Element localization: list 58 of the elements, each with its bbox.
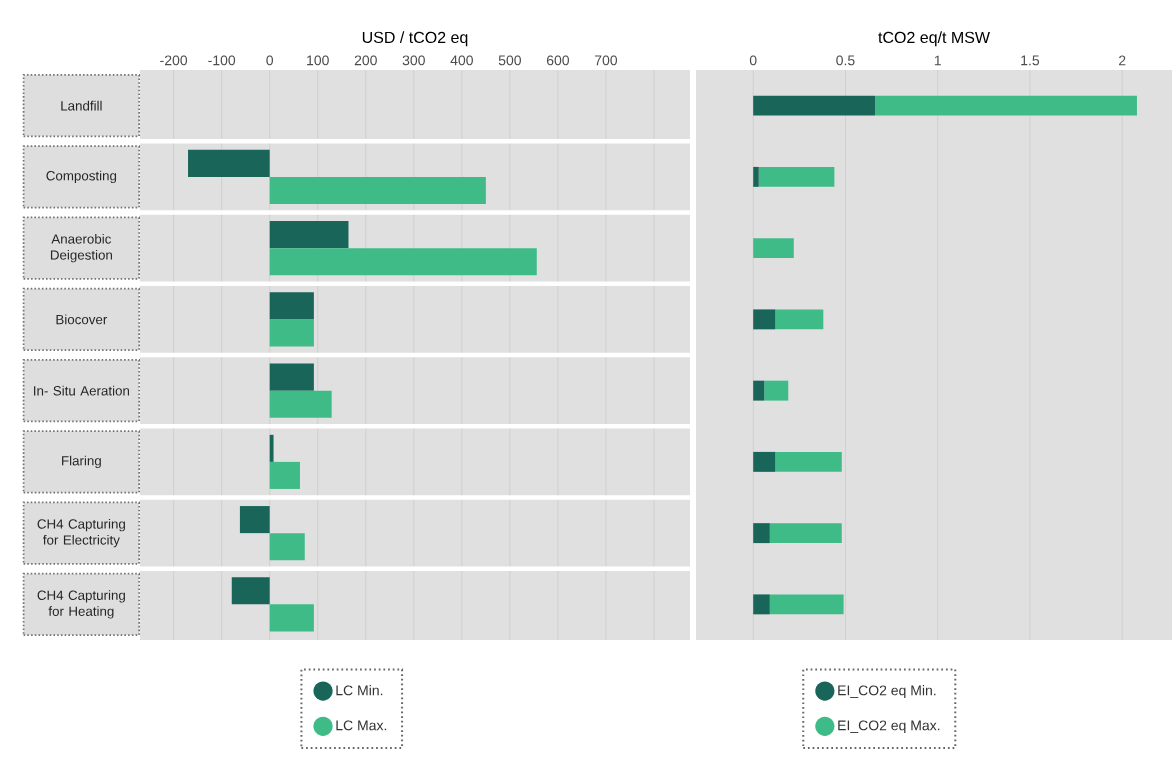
y-tick-label: CH4 Capturing for Heating	[37, 590, 125, 619]
x-axis-title: USD / tCO2 eq	[362, 31, 468, 47]
y-tick-label: Anaerobic Deigestion	[50, 233, 112, 263]
bar	[269, 533, 305, 561]
x-tick-label: 400	[450, 55, 473, 66]
bar	[775, 309, 824, 330]
bar	[269, 363, 314, 391]
bar	[769, 523, 842, 544]
bar	[269, 434, 274, 462]
x-tick-label: 300	[402, 55, 425, 66]
x-tick-label: 1	[934, 55, 941, 66]
bar	[188, 149, 270, 177]
bar	[758, 166, 835, 187]
bar	[269, 292, 314, 320]
x-tick-label: 1.5	[1021, 55, 1040, 66]
bar	[753, 95, 875, 116]
x-tick-label: 100	[307, 55, 329, 66]
x-tick-label: 0	[749, 55, 757, 66]
x-tick-label: -100	[208, 55, 236, 66]
y-tick-label: Composting	[46, 170, 117, 184]
y-tick-label: In- Situ Aeration	[34, 385, 130, 396]
bar	[231, 577, 270, 605]
legend-label: EI_CO2 eq Min.	[838, 685, 936, 699]
y-tick-label: Biocover	[56, 314, 108, 325]
bar	[269, 248, 537, 276]
legend-label: LC Max.	[336, 720, 387, 731]
x-tick-label: 0.5	[836, 55, 855, 66]
y-tick-label: Landfill	[61, 100, 102, 111]
x-tick-label: 0	[266, 55, 274, 66]
bar	[269, 461, 300, 489]
x-tick-label: 700	[594, 55, 618, 66]
legend-label: EI_CO2 eq Max.	[838, 720, 940, 734]
bar	[764, 380, 789, 401]
bar	[775, 451, 842, 472]
bar	[769, 594, 844, 615]
bar	[269, 176, 486, 204]
bar	[269, 390, 332, 418]
x-tick-label: 200	[354, 55, 377, 66]
bar	[753, 238, 794, 259]
x-axis-title: tCO2 eq/t MSW	[878, 31, 990, 47]
bar	[269, 604, 314, 632]
bar	[753, 451, 776, 472]
bar	[753, 380, 765, 401]
bar	[874, 95, 1137, 116]
bar	[753, 523, 770, 544]
x-tick-label: 2	[1119, 55, 1126, 66]
y-tick-label: Flaring	[62, 455, 101, 469]
bar	[239, 506, 270, 534]
bar	[753, 594, 770, 615]
bar	[269, 221, 349, 249]
x-tick-label: -200	[160, 55, 188, 66]
x-tick-label: 500	[498, 55, 521, 66]
legend-label: LC Min.	[336, 685, 383, 696]
y-tick-label: CH4 Capturing for Electricity	[37, 518, 125, 548]
bar	[753, 166, 759, 187]
bar	[269, 319, 314, 347]
bar	[753, 309, 776, 330]
x-tick-label: 600	[546, 55, 570, 66]
